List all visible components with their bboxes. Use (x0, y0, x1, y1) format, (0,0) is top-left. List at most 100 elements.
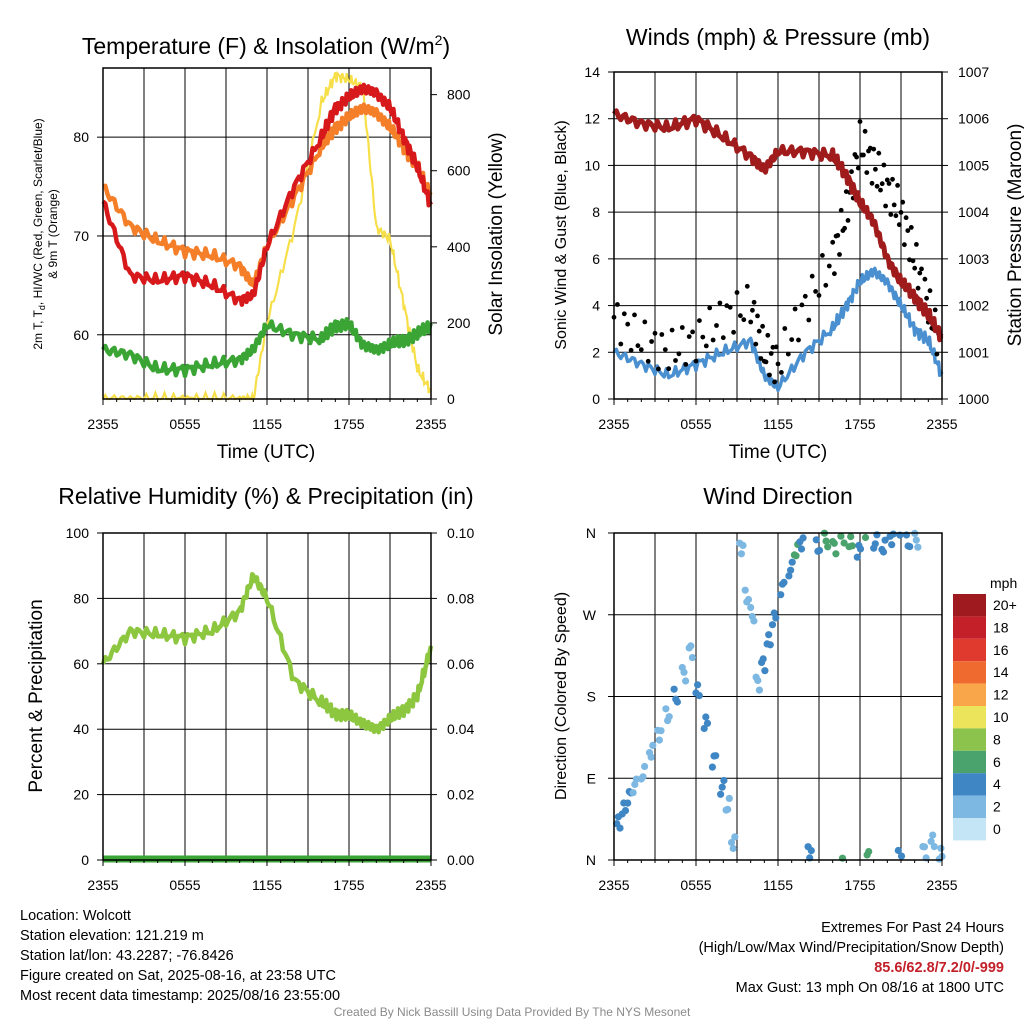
direction-point (797, 545, 806, 553)
location-text: Location: Wolcott (20, 908, 131, 924)
gust-point (683, 362, 689, 367)
gust-point (758, 356, 764, 361)
gust-point (881, 162, 887, 168)
y-tick-label: 0 (592, 391, 600, 407)
gust-point (767, 372, 772, 378)
gust-point (789, 337, 795, 342)
y-tick-label: 70 (73, 228, 89, 244)
direction-point (837, 532, 845, 540)
direction-point (687, 642, 695, 650)
x-tick-label: 1155 (252, 877, 282, 893)
gust-point (707, 305, 713, 311)
precip-right-ticks: 0.00 0.02 0.04 0.06 0.08 0.10 (431, 525, 474, 868)
gust-point (835, 233, 841, 238)
gust-point (927, 288, 933, 294)
direction-point (780, 578, 788, 587)
legend-swatch (953, 661, 986, 684)
gust-point (775, 361, 781, 367)
x-tick-label: 2355 (598, 416, 629, 432)
y-tick-label: 800 (447, 87, 471, 103)
y-tick-label: 0.06 (447, 656, 474, 672)
temperature-xlabel: Time (UTC) (217, 442, 316, 463)
direction-point (694, 681, 702, 689)
wind-left-ticks: 0 2 4 6 8 10 12 14 (584, 64, 614, 407)
y-tick-label: 0.08 (447, 590, 474, 606)
direction-point (761, 667, 769, 675)
y-tick-label: 40 (73, 721, 89, 737)
gust-point (900, 199, 906, 205)
direction-point (725, 794, 733, 803)
direction-point (741, 586, 749, 594)
x-tick-label: 2355 (87, 416, 118, 432)
latlon-text: Station lat/lon: 43.2287; -76.8426 (20, 948, 234, 964)
direction-point (682, 677, 690, 685)
y-tick-label: 80 (73, 590, 89, 606)
speed-legend: 20+ 18 16 14 12 10 8 6 4 2 0 (953, 594, 1017, 841)
gust-point (893, 213, 899, 219)
direction-point (739, 541, 747, 550)
x-tick-label: 1155 (763, 877, 793, 893)
y-tick-label: 1000 (958, 391, 989, 407)
y-tick-label: 60 (73, 327, 89, 343)
gust-point (697, 318, 702, 323)
direction-point (871, 540, 879, 548)
y-tick-label: 0.04 (447, 721, 474, 737)
y-tick-label: 60 (73, 656, 89, 672)
gust-point (849, 169, 854, 175)
direction-point (639, 773, 647, 781)
gust-point (741, 317, 747, 323)
legend-label: 6 (993, 754, 1001, 770)
direction-time-ticks: 2355 0555 1155 1755 2355 (598, 860, 958, 893)
gust-point (903, 215, 909, 221)
gust-point (922, 276, 928, 282)
gust-point (621, 311, 627, 317)
direction-point (856, 545, 865, 553)
y-tick-label: 100 (66, 525, 90, 541)
direction-point (708, 763, 717, 771)
direction-point (702, 713, 710, 721)
x-tick-label: 1755 (844, 416, 875, 432)
gust-point (632, 312, 637, 318)
y-tick-label: 20 (73, 787, 89, 803)
legend-swatch (953, 773, 986, 796)
gust-point (755, 313, 760, 319)
gust-point (855, 165, 861, 171)
direction-point (718, 783, 726, 791)
winds-xlabel: Time (UTC) (729, 442, 828, 463)
gust-point (910, 258, 916, 264)
y-tick-label: 600 (447, 163, 471, 179)
direction-point (894, 846, 902, 855)
gust-point (652, 330, 658, 336)
gust-point (686, 334, 692, 339)
insolation-right-ticks: 0 200 400 600 800 (431, 87, 471, 407)
direction-point (879, 548, 888, 556)
direction-point (724, 805, 732, 814)
y-tick-label: 80 (73, 129, 89, 145)
direction-point (815, 546, 824, 555)
gust-point (802, 293, 808, 299)
gust-point (878, 187, 883, 193)
gust-point (902, 242, 907, 248)
legend-swatch (953, 594, 986, 617)
y-tick-label: 1007 (958, 64, 989, 80)
y-tick-label: 12 (584, 111, 600, 127)
gust-point (765, 332, 771, 338)
gust-point (871, 146, 877, 152)
direction-point (759, 655, 767, 663)
humidity-left-ticks: 0 20 40 60 80 100 (66, 525, 103, 868)
direction-point (822, 537, 830, 545)
gust-point (666, 366, 672, 372)
gust-point (898, 210, 904, 215)
legend-label: 12 (993, 687, 1009, 703)
legend-swatch (953, 795, 986, 818)
pressure-line (611, 108, 944, 343)
gust-point (932, 307, 938, 313)
legend-label: 14 (993, 664, 1009, 680)
gust-point (842, 225, 847, 231)
gust-point (750, 307, 755, 313)
direction-ticks: N E S W N (583, 525, 614, 868)
gust-point (628, 347, 634, 353)
x-tick-label: 1155 (252, 416, 282, 432)
gust-point (635, 343, 641, 349)
gust-point (642, 319, 648, 325)
